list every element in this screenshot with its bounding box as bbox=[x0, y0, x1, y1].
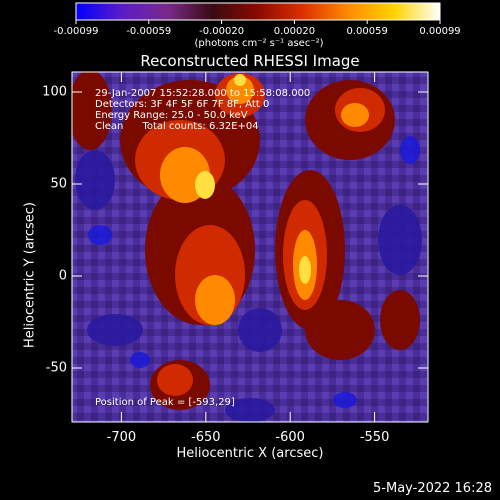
colorbar-units: (photons cm⁻² s⁻¹ asec⁻²) bbox=[194, 38, 324, 49]
x-axis-label: Heliocentric X (arcsec) bbox=[176, 446, 324, 461]
colorbar-tick-label: -0.00059 bbox=[126, 26, 172, 37]
peak-position-label: Position of Peak = [-593,29] bbox=[95, 397, 235, 408]
colorbar-tick-label: -0.00099 bbox=[53, 26, 99, 37]
colorbar-frame bbox=[75, 2, 441, 21]
colorbar-tick-label: 0.00020 bbox=[273, 26, 316, 37]
x-tick-label: -650 bbox=[191, 430, 221, 445]
timestamp-footer: 5-May-2022 16:28 bbox=[373, 481, 492, 496]
axis-ticks bbox=[72, 72, 428, 422]
y-tick-label: -50 bbox=[45, 360, 67, 376]
colorbar-ticks bbox=[75, 20, 441, 24]
clean-counts-annotation: Clean Total counts: 6.32E+04 bbox=[95, 121, 259, 132]
y-tick-label: 100 bbox=[42, 84, 67, 100]
y-tick-label: 0 bbox=[58, 268, 67, 284]
colorbar-tick-label: 0.00099 bbox=[419, 26, 461, 37]
image-pixels bbox=[72, 72, 428, 422]
y-tick-label: 50 bbox=[50, 176, 67, 192]
x-tick-label: -600 bbox=[275, 430, 305, 445]
plot-frame bbox=[71, 71, 429, 423]
colorbar-tick-label: 0.00059 bbox=[346, 26, 388, 37]
time-range-annotation: 29-Jan-2007 15:52:28.000 to 15:58:08.000 bbox=[95, 88, 311, 99]
y-axis-label: Heliocentric Y (arcsec) bbox=[22, 202, 38, 348]
x-tick-label: -550 bbox=[359, 430, 390, 445]
colorbar-tick-label: -0.00020 bbox=[199, 26, 245, 37]
colorbar-gradient bbox=[76, 3, 440, 20]
energy-range-annotation: Energy Range: 25.0 - 50.0 keV bbox=[95, 110, 248, 121]
plot-title: Reconstructed RHESSI Image bbox=[140, 52, 360, 70]
x-tick-label: -700 bbox=[106, 430, 137, 445]
detectors-annotation: Detectors: 3F 4F 5F 6F 7F 8F, Att 0 bbox=[95, 99, 270, 110]
